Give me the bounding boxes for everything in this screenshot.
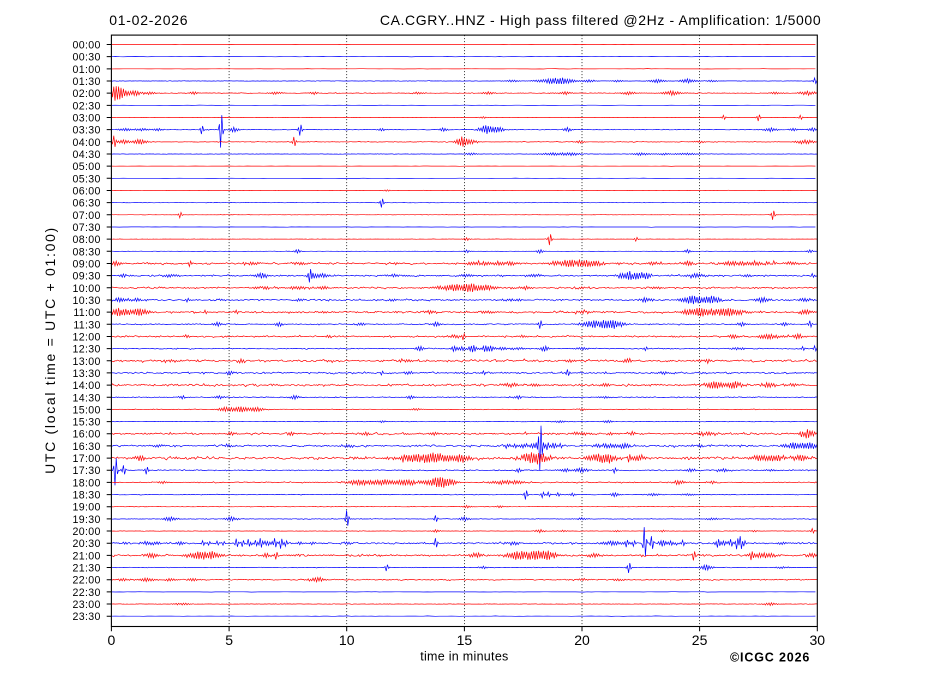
svg-text:25: 25 <box>692 632 708 648</box>
svg-text:11:30: 11:30 <box>73 319 100 331</box>
svg-text:04:00: 04:00 <box>73 137 101 149</box>
svg-text:08:00: 08:00 <box>73 234 101 246</box>
svg-text:01-02-2026: 01-02-2026 <box>109 12 188 28</box>
svg-text:05:00: 05:00 <box>73 161 101 173</box>
svg-text:01:30: 01:30 <box>73 76 101 88</box>
svg-text:03:00: 03:00 <box>73 113 101 125</box>
svg-text:23:30: 23:30 <box>73 611 101 623</box>
svg-text:02:30: 02:30 <box>73 100 101 112</box>
svg-text:00:30: 00:30 <box>73 52 101 64</box>
svg-text:03:30: 03:30 <box>73 125 101 137</box>
svg-text:21:30: 21:30 <box>73 563 101 575</box>
svg-text:19:00: 19:00 <box>73 502 101 514</box>
svg-text:18:00: 18:00 <box>73 477 101 489</box>
svg-text:15:00: 15:00 <box>73 404 101 416</box>
svg-text:12:00: 12:00 <box>73 331 101 343</box>
svg-text:07:00: 07:00 <box>73 210 101 222</box>
svg-text:CA.CGRY..HNZ - High pass filte: CA.CGRY..HNZ - High pass filtered @2Hz -… <box>380 12 821 28</box>
svg-text:23:00: 23:00 <box>73 599 101 611</box>
svg-text:10: 10 <box>339 632 355 648</box>
svg-text:©ICGC 2026: ©ICGC 2026 <box>730 651 810 665</box>
svg-text:10:30: 10:30 <box>73 295 101 307</box>
svg-text:06:30: 06:30 <box>73 198 101 210</box>
svg-text:20: 20 <box>574 632 590 648</box>
svg-text:5: 5 <box>225 632 233 648</box>
svg-text:02:00: 02:00 <box>73 88 101 100</box>
svg-text:01:00: 01:00 <box>73 64 101 76</box>
svg-text:15:30: 15:30 <box>73 417 101 429</box>
svg-text:17:00: 17:00 <box>73 453 101 465</box>
svg-text:11:00: 11:00 <box>73 307 100 319</box>
svg-text:30: 30 <box>810 632 826 648</box>
svg-text:16:30: 16:30 <box>73 441 101 453</box>
svg-text:10:00: 10:00 <box>73 283 101 295</box>
svg-text:13:00: 13:00 <box>73 356 101 368</box>
svg-text:17:30: 17:30 <box>73 465 101 477</box>
svg-text:08:30: 08:30 <box>73 246 101 258</box>
svg-text:14:30: 14:30 <box>73 392 101 404</box>
svg-text:09:30: 09:30 <box>73 271 101 283</box>
svg-text:0: 0 <box>108 632 116 648</box>
svg-text:05:30: 05:30 <box>73 173 101 185</box>
svg-text:13:30: 13:30 <box>73 368 101 380</box>
svg-text:15: 15 <box>457 632 473 648</box>
svg-text:22:30: 22:30 <box>73 587 101 599</box>
svg-text:time in minutes: time in minutes <box>420 649 508 663</box>
svg-text:20:00: 20:00 <box>73 526 101 538</box>
svg-text:00:00: 00:00 <box>73 40 101 52</box>
svg-text:07:30: 07:30 <box>73 222 101 234</box>
svg-text:16:00: 16:00 <box>73 429 101 441</box>
svg-text:UTC (local time = UTC + 01:00): UTC (local time = UTC + 01:00) <box>42 226 58 474</box>
svg-text:22:00: 22:00 <box>73 575 101 587</box>
svg-text:19:30: 19:30 <box>73 514 101 526</box>
svg-text:18:30: 18:30 <box>73 490 101 502</box>
svg-text:14:00: 14:00 <box>73 380 101 392</box>
svg-text:20:30: 20:30 <box>73 538 101 550</box>
svg-text:21:00: 21:00 <box>73 550 101 562</box>
svg-text:09:00: 09:00 <box>73 259 101 271</box>
svg-text:04:30: 04:30 <box>73 149 101 161</box>
svg-text:12:30: 12:30 <box>73 344 101 356</box>
svg-text:06:00: 06:00 <box>73 186 101 198</box>
